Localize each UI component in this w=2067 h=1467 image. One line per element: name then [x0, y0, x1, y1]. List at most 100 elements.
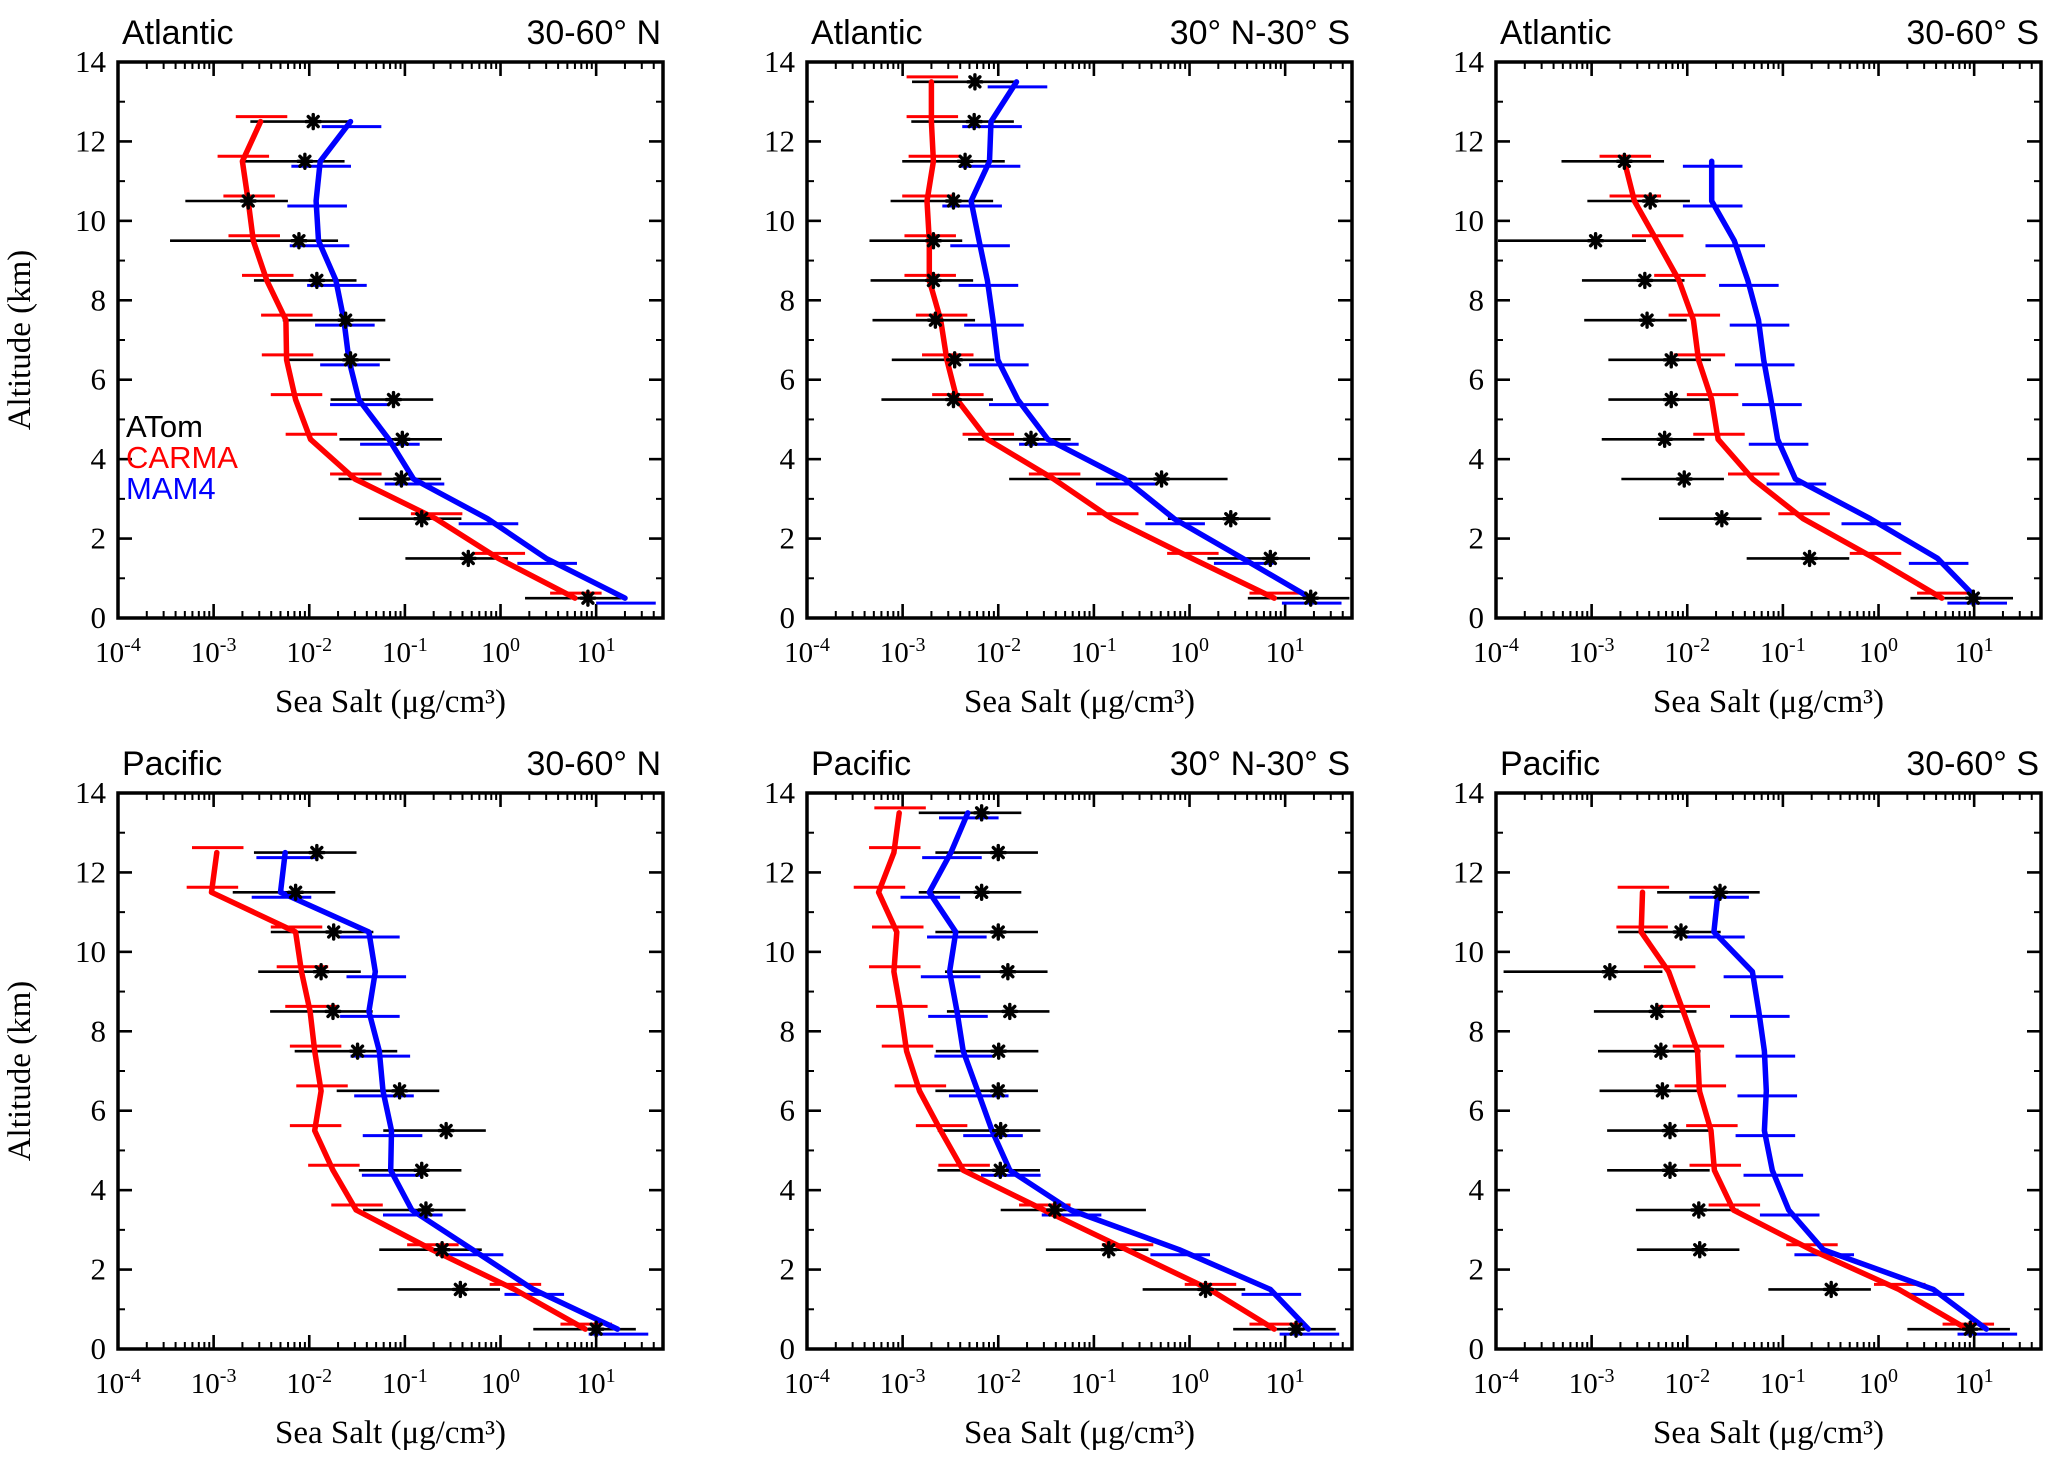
carma-profile-line	[875, 810, 1278, 1332]
y-tick-labels: 0 2 4 6 8 10 12 14	[75, 775, 107, 1366]
svg-text:4: 4	[1469, 441, 1485, 476]
y-tick-labels: 0 2 4 6 8 10 12 14	[764, 775, 796, 1366]
svg-text:2: 2	[1469, 521, 1485, 556]
mam4-profile-line	[1711, 889, 1990, 1332]
svg-text:6: 6	[91, 362, 107, 397]
svg-text:2: 2	[1469, 1252, 1485, 1287]
svg-text:0: 0	[91, 1331, 107, 1366]
atom-markers	[1586, 152, 1983, 607]
x-axis-label: Sea Salt (μg/cm³)	[1653, 684, 1884, 720]
atom-markers	[924, 73, 1320, 607]
y-tick-labels: 0 2 4 6 8 10 12 14	[1453, 44, 1485, 635]
svg-text:14: 14	[764, 775, 796, 810]
atom-errorbars	[869, 80, 1350, 600]
svg-text:10-4: 10-4	[784, 634, 830, 669]
mam4-profile-line	[277, 849, 621, 1332]
atom-errorbars	[1503, 890, 2010, 1331]
svg-text:10-2: 10-2	[286, 634, 332, 669]
svg-text:0: 0	[780, 600, 796, 635]
y-tick-labels: 0 2 4 6 8 10 12 14	[75, 44, 107, 635]
carma-profile-line	[1621, 158, 1945, 601]
svg-text:6: 6	[91, 1093, 107, 1128]
svg-text:8: 8	[780, 1013, 796, 1048]
svg-text:8: 8	[91, 1013, 107, 1048]
svg-text:2: 2	[780, 1252, 796, 1287]
chart-pacific-30° N-30° S: Pacific 30° N-30° S10-4 10-3 10-2 10-1 100 101…	[689, 731, 1378, 1462]
panel-title-latband: 30° N-30° S	[1170, 745, 1350, 783]
atom-markers	[972, 804, 1305, 1338]
panel-title-ocean: Pacific	[1500, 745, 1600, 783]
atom-markers	[286, 843, 605, 1338]
svg-text:6: 6	[1469, 362, 1485, 397]
svg-text:0: 0	[1469, 600, 1485, 635]
panel-title-latband: 30° N-30° S	[1170, 14, 1350, 52]
legend-item-atom: ATom	[126, 409, 203, 444]
svg-text:2: 2	[91, 521, 107, 556]
svg-text:12: 12	[75, 854, 106, 889]
panel-title-latband: 30-60° N	[526, 14, 661, 52]
x-axis-label: Sea Salt (μg/cm³)	[964, 1415, 1195, 1451]
panel-title-ocean: Atlantic	[122, 14, 234, 52]
panel-title-ocean: Atlantic	[1500, 14, 1612, 52]
panel-title-latband: 30-60° N	[526, 745, 661, 783]
atom-markers	[1601, 883, 1979, 1338]
svg-text:0: 0	[1469, 1331, 1485, 1366]
atom-markers	[239, 112, 597, 607]
panel-atlantic-2: Atlantic 30-60° S 10-4 10-3 10-2 10-1 100 101 0 2…	[1378, 0, 2067, 731]
svg-text:10-4: 10-4	[95, 1365, 141, 1400]
chart-atlantic-30-60° N: Atlantic 30-60° N10-4 10-3 10-2 10-1 100 10102…	[0, 0, 689, 731]
mam4-profile-line	[926, 810, 1312, 1332]
legend-item-carma: CARMA	[126, 440, 238, 475]
svg-text:4: 4	[780, 1172, 796, 1207]
y-tick-labels: 0 2 4 6 8 10 12 14	[764, 44, 796, 635]
axis-ticks	[805, 791, 1353, 1351]
panel-pacific-3: Pacific 30-60° N 10-4 10-3 10-2 10-1 100 101 0 2 4…	[0, 731, 689, 1462]
svg-text:8: 8	[780, 282, 796, 317]
x-axis-label: Sea Salt (μg/cm³)	[964, 684, 1195, 720]
carma-profile-line	[1638, 889, 1971, 1332]
svg-text:10: 10	[1453, 934, 1484, 969]
svg-text:10: 10	[75, 934, 106, 969]
carma-profile-line	[924, 79, 1278, 601]
x-axis-label: Sea Salt (μg/cm³)	[275, 1415, 506, 1451]
legend-item-mam4: MAM4	[126, 471, 216, 506]
svg-text:4: 4	[1469, 1172, 1485, 1207]
x-axis-label: Sea Salt (μg/cm³)	[275, 684, 506, 720]
svg-text:14: 14	[1453, 775, 1485, 810]
chart-atlantic-30-60° S: Atlantic 30-60° S10-4 10-3 10-2 10-1 100 10102…	[1378, 0, 2067, 731]
svg-text:10: 10	[1453, 203, 1484, 238]
svg-text:0: 0	[91, 600, 107, 635]
svg-text:2: 2	[780, 521, 796, 556]
svg-text:14: 14	[75, 775, 107, 810]
atom-errorbars	[1498, 159, 2014, 600]
y-axis-label: Altitude (km)	[2, 250, 38, 431]
panel-title-latband: 30-60° S	[1906, 14, 2039, 52]
svg-text:0: 0	[780, 1331, 796, 1366]
panel-atlantic-1: Atlantic 30° N-30° S 10-4 10-3 10-2 10-1 100 10…	[689, 0, 1378, 731]
axis-ticks	[116, 791, 664, 1351]
y-tick-labels: 0 2 4 6 8 10 12 14	[1453, 775, 1485, 1366]
panel-title-latband: 30-60° S	[1906, 745, 2039, 783]
svg-text:4: 4	[91, 441, 107, 476]
panel-atlantic-0: Atlantic 30-60° N 10-4 10-3 10-2 10-1 100 101 0 2…	[0, 0, 689, 731]
svg-text:10: 10	[764, 203, 795, 238]
svg-text:4: 4	[91, 1172, 107, 1207]
svg-text:14: 14	[75, 44, 107, 79]
chart-atlantic-30° N-30° S: Atlantic 30° N-30° S10-4 10-3 10-2 10-1 100 10…	[689, 0, 1378, 731]
svg-text:10-4: 10-4	[784, 1365, 830, 1400]
svg-text:8: 8	[1469, 1013, 1485, 1048]
mam4-profile-line	[1708, 158, 1979, 601]
svg-text:8: 8	[91, 282, 107, 317]
svg-text:4: 4	[780, 441, 796, 476]
panel-pacific-4: Pacific 30° N-30° S 10-4 10-3 10-2 10-1 100 101…	[689, 731, 1378, 1462]
svg-text:10: 10	[764, 934, 795, 969]
atom-errorbars	[232, 851, 636, 1331]
carma-profile-line	[208, 849, 589, 1332]
axis-ticks	[1494, 791, 2042, 1351]
chart-pacific-30-60° S: Pacific 30-60° S10-4 10-3 10-2 10-1 100 101024…	[1378, 731, 2067, 1462]
svg-text:2: 2	[91, 1252, 107, 1287]
svg-text:12: 12	[764, 123, 795, 158]
axis-ticks	[1494, 60, 2042, 620]
